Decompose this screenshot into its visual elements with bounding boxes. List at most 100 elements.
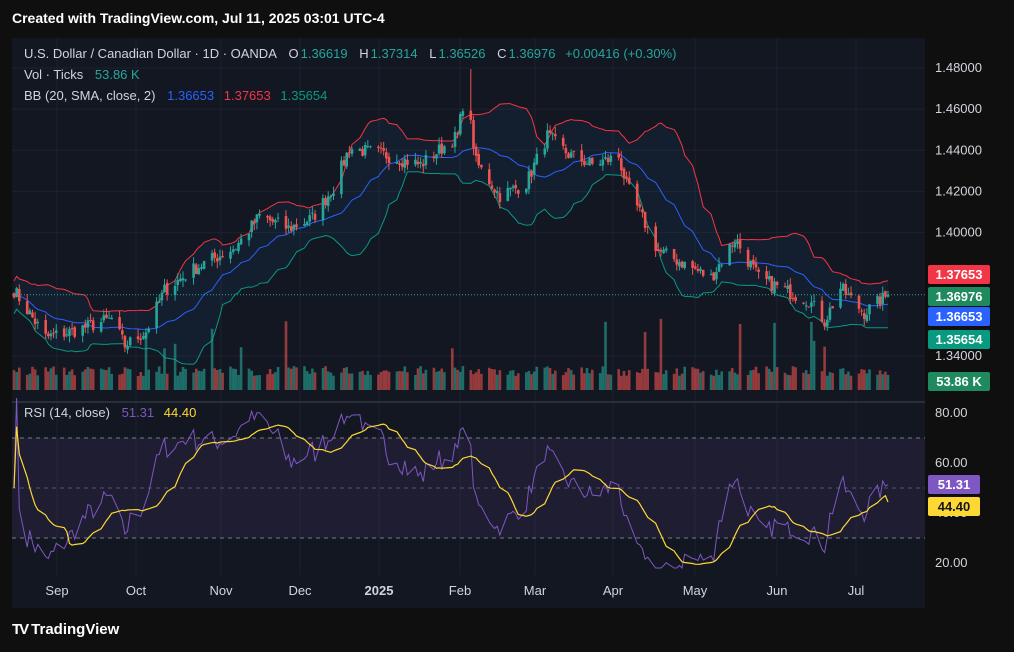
volume-bar xyxy=(284,321,288,390)
rsi-line xyxy=(13,397,889,570)
candle-body xyxy=(746,249,750,267)
volume-bar xyxy=(490,369,494,390)
candle-body xyxy=(609,155,613,162)
candle-body xyxy=(849,292,853,296)
candle-body xyxy=(546,130,549,149)
candle-body xyxy=(532,162,536,175)
candle-body xyxy=(181,278,185,281)
candle-body xyxy=(194,264,198,274)
x-tick-label: Jul xyxy=(847,583,865,598)
volume-bar xyxy=(73,375,76,390)
bollinger-bands xyxy=(12,103,925,365)
volume-bar xyxy=(324,366,327,390)
candle-body xyxy=(324,198,327,205)
candle-body xyxy=(311,212,314,214)
candle-body xyxy=(696,269,700,271)
candle-body xyxy=(33,318,37,325)
candle-body xyxy=(89,320,92,322)
candle-body xyxy=(472,120,475,149)
volume-bar xyxy=(588,373,591,390)
volume-bar xyxy=(210,328,214,390)
volume-bar xyxy=(783,372,787,390)
rsi-label: RSI (14, close) xyxy=(24,405,110,420)
volume-bar xyxy=(12,370,16,390)
volume-bar xyxy=(509,370,512,390)
candle-body xyxy=(643,211,647,228)
candle-body xyxy=(419,162,422,164)
volume-bar xyxy=(730,368,734,390)
volume-bar xyxy=(176,375,179,390)
volume-bar xyxy=(794,367,797,390)
volume-bar xyxy=(826,375,829,390)
low-label: L xyxy=(429,46,437,61)
candle-body xyxy=(638,204,642,208)
candle-body xyxy=(416,161,420,165)
candle-body xyxy=(173,285,177,295)
volume-bar xyxy=(424,369,428,390)
symbol-legend[interactable]: U.S. Dollar / Canadian Dollar · 1D · OAN… xyxy=(24,46,678,61)
volume-bar xyxy=(194,368,198,390)
candle-body xyxy=(588,158,591,166)
volume-label: Vol · Ticks xyxy=(24,67,84,82)
candle-body xyxy=(498,193,502,202)
candle-body xyxy=(694,266,697,269)
candle-body xyxy=(179,278,182,282)
x-tick-label: Feb xyxy=(448,583,472,598)
candle-body xyxy=(68,328,71,337)
volume-bars xyxy=(12,318,890,390)
volume-bar xyxy=(361,370,364,390)
volume-bar xyxy=(358,371,362,390)
chart-panel[interactable] xyxy=(12,38,925,608)
chart-caption: Created with TradingView.com, Jul 11, 20… xyxy=(12,10,385,26)
volume-bar xyxy=(234,369,238,390)
x-tick-label: Jun xyxy=(766,583,788,598)
candle-body xyxy=(216,258,219,262)
x-tick-label: Oct xyxy=(125,583,147,598)
candle-body xyxy=(530,170,533,177)
candle-body xyxy=(271,219,275,222)
volume-bar xyxy=(363,374,367,390)
volume-bar xyxy=(675,368,679,390)
volume-bar xyxy=(635,372,639,390)
volume-bar xyxy=(173,343,177,390)
volume-bar xyxy=(400,371,404,390)
volume-bar xyxy=(453,367,457,390)
bb-basis-tag: 1.36653 xyxy=(928,307,990,326)
candle-body xyxy=(202,261,206,269)
candle-body xyxy=(733,242,737,248)
candle-body xyxy=(646,226,649,228)
candle-body xyxy=(184,279,187,281)
volume-bar xyxy=(606,374,610,390)
volume-bar xyxy=(295,367,298,390)
bb-legend[interactable]: BB (20, SMA, close, 2) 1.36653 1.37653 1… xyxy=(24,88,329,103)
rsi-legend[interactable]: RSI (14, close) 51.31 44.40 xyxy=(24,405,198,420)
x-tick-label: Mar xyxy=(523,583,547,598)
candle-body xyxy=(598,164,602,166)
candle-body xyxy=(511,186,515,188)
candle-body xyxy=(276,217,280,219)
volume-bar xyxy=(699,372,702,390)
candle-body xyxy=(786,285,789,289)
volume-bar xyxy=(340,372,343,390)
candle-body xyxy=(107,317,111,319)
candle-body xyxy=(773,281,776,293)
volume-bar xyxy=(654,372,657,390)
volume-bar xyxy=(757,373,760,390)
volume-bar xyxy=(841,368,845,390)
volume-bar xyxy=(715,369,718,390)
candle-body xyxy=(47,333,50,337)
volume-bar xyxy=(321,368,325,390)
bb-label: BB (20, SMA, close, 2) xyxy=(24,88,156,103)
volume-bar xyxy=(160,373,164,390)
volume-bar xyxy=(345,367,348,390)
candle-body xyxy=(12,293,16,298)
candle-body xyxy=(332,193,335,196)
bb-basis-line xyxy=(13,146,889,331)
price-axis: 1.48000 1.46000 1.44000 1.42000 1.40000 1.340… xyxy=(935,60,982,570)
tradingview-logo[interactable]: TV TradingView xyxy=(12,621,119,638)
volume-bar xyxy=(52,366,55,390)
volume-legend[interactable]: Vol · Ticks 53.86 K xyxy=(24,67,142,82)
close-value: 1.36976 xyxy=(508,46,556,61)
volume-bar xyxy=(810,321,813,390)
